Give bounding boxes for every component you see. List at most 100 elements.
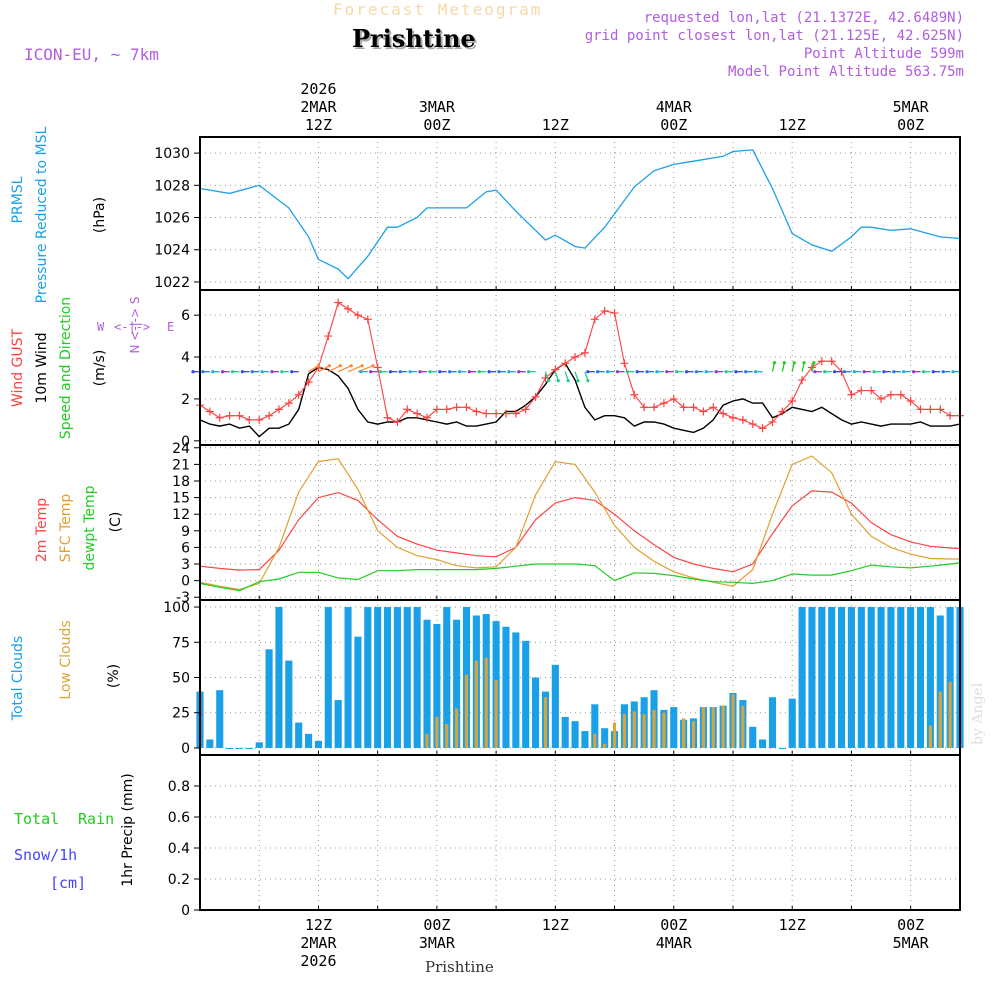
gust-point <box>571 353 580 362</box>
wind-direction-arrow <box>318 365 330 373</box>
gust-point <box>373 363 382 372</box>
gust-point <box>758 424 767 433</box>
gust-point <box>511 409 520 418</box>
wind-direction-arrowhead <box>359 370 363 374</box>
wind-direction-arrowhead <box>792 361 796 365</box>
bottom-time-label: 2MAR <box>300 934 337 952</box>
gust-point <box>886 390 895 399</box>
label-low-clouds: Low Clouds <box>58 620 74 699</box>
wind-direction-arrowhead <box>645 370 649 374</box>
wind-direction-arrowhead <box>635 370 639 374</box>
wind-direction-arrowhead <box>230 370 235 374</box>
wind-direction-arrowhead <box>655 370 659 374</box>
label-rain: Rain <box>78 810 114 828</box>
low-cloud-bar <box>731 694 735 748</box>
gust-point <box>738 415 747 424</box>
gust-point <box>492 409 501 418</box>
gust-point <box>659 399 668 408</box>
gust-point <box>452 403 461 412</box>
total-cloud-bar <box>936 615 944 748</box>
wind-direction-arrowhead <box>576 379 580 383</box>
total-cloud-bar <box>255 742 263 748</box>
wind-direction-arrowhead <box>280 370 284 374</box>
compass-we: <-|-> <box>114 320 150 334</box>
wind-direction-arrowhead <box>892 370 896 374</box>
total-cloud-bar <box>364 607 372 748</box>
total-cloud-bar <box>344 607 352 748</box>
total-cloud-bar <box>314 740 322 748</box>
wind-direction-arrowhead <box>467 370 471 374</box>
bottom-time-label: 12Z <box>779 916 806 934</box>
wind-direction-arrowhead <box>338 364 342 368</box>
low-cloud-bar <box>741 705 745 748</box>
wind-direction-arrowhead <box>872 370 876 374</box>
y-tick-label: 0.2 <box>168 872 190 888</box>
y-tick-label: 75 <box>172 635 190 651</box>
wind-direction-arrow <box>328 365 341 373</box>
total-cloud-bar <box>768 697 777 748</box>
gust-point <box>472 407 481 416</box>
wind-direction-arrowhead <box>457 370 462 374</box>
total-cloud-bar <box>926 607 934 748</box>
gust-point <box>946 411 955 420</box>
low-cloud-bar <box>721 705 725 748</box>
total-cloud-bar <box>245 747 253 749</box>
y-tick-label: 9 <box>181 524 190 540</box>
wind-direction-arrowhead <box>772 361 777 365</box>
model-altitude: Model Point Altitude 563.75m <box>727 64 964 80</box>
wind-direction-arrowhead <box>546 379 551 383</box>
wind-direction-arrowhead <box>951 370 955 374</box>
label-total: Total <box>14 810 59 828</box>
wind-direction-arrowhead <box>497 370 501 374</box>
total-cloud-bar <box>838 607 846 748</box>
y-tick-label: 6 <box>181 308 190 324</box>
gust-point <box>590 315 599 324</box>
total-cloud-bar <box>235 747 244 749</box>
wind-direction-arrowhead <box>724 370 728 374</box>
total-cloud-bar <box>808 607 816 748</box>
low-cloud-bar <box>928 725 932 748</box>
total-cloud-bar <box>354 636 362 748</box>
wind-direction-arrowhead <box>438 370 442 374</box>
wind-direction-arrowhead <box>813 370 817 374</box>
bottom-time-label: 12Z <box>542 916 569 934</box>
pressure-line <box>199 149 961 280</box>
gust-point <box>640 403 649 412</box>
gust-line <box>199 301 960 429</box>
compass-w: W <box>97 320 105 334</box>
wind-direction-arrowhead <box>734 370 738 374</box>
wind-direction-arrowhead <box>586 379 590 383</box>
wind-direction-arrowhead <box>782 361 786 365</box>
label-percent: (%) <box>106 664 122 688</box>
gust-point <box>304 378 313 387</box>
label-wind-gust: Wind GUST <box>10 328 26 407</box>
low-cloud-bar <box>711 707 715 748</box>
wind-direction-arrowhead <box>428 370 432 374</box>
y-tick-label: 21 <box>172 457 190 473</box>
label-ms: (m/s) <box>92 350 108 387</box>
total-cloud-bar <box>847 607 855 748</box>
temp-sfc-line <box>199 455 960 591</box>
label-1hr-precip: 1hr Precip (mm) <box>120 773 136 886</box>
total-cloud-bar <box>403 607 411 748</box>
wind-direction-arrowhead <box>675 370 679 374</box>
label-snow: Snow/1h <box>14 846 77 864</box>
top-time-label: 00Z <box>660 116 687 134</box>
bottom-time-label: 4MAR <box>656 934 693 952</box>
gust-point <box>531 392 540 401</box>
top-time-label: 12Z <box>779 116 806 134</box>
low-cloud-bar <box>603 743 607 748</box>
label-prmsl: PRMSL <box>10 176 26 223</box>
wind-direction-arrowhead <box>596 370 600 374</box>
total-cloud-bar <box>275 607 283 748</box>
gust-point <box>225 411 234 420</box>
gust-point <box>728 413 737 422</box>
gust-point <box>274 405 283 414</box>
wind-direction-arrowhead <box>586 370 590 374</box>
gust-point <box>245 415 254 424</box>
gust-point <box>877 394 886 403</box>
total-cloud-bar <box>374 607 382 748</box>
total-cloud-bar <box>443 607 451 748</box>
wind-direction-arrow <box>308 365 319 373</box>
ghost-title: Forecast Meteogram <box>333 0 543 19</box>
